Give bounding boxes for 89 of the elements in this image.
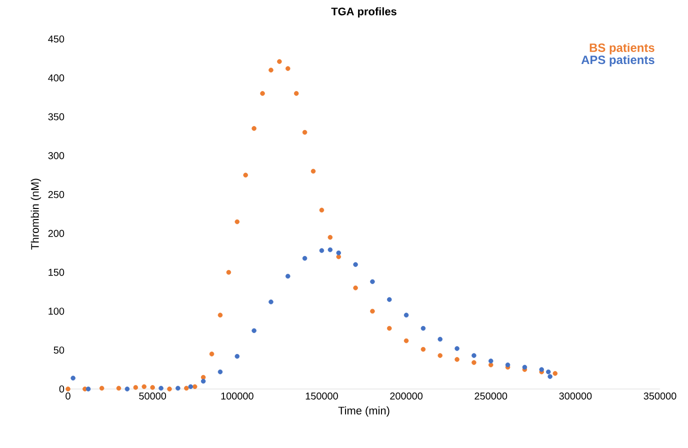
point	[252, 126, 256, 131]
point	[404, 338, 409, 344]
point	[268, 299, 274, 304]
point	[336, 250, 342, 256]
point	[353, 285, 358, 290]
point	[420, 326, 426, 331]
point	[167, 386, 172, 392]
y-tick-label: 350	[48, 113, 64, 120]
point	[234, 354, 240, 359]
point	[505, 362, 510, 368]
point	[386, 326, 392, 331]
y-tick-label: 50	[54, 346, 64, 354]
point	[243, 172, 248, 178]
point	[286, 66, 290, 71]
point	[522, 364, 528, 370]
y-tick-label: 150	[48, 268, 64, 276]
y-tick-label: 0	[59, 385, 64, 393]
point	[176, 386, 180, 391]
y-tick-label: 450	[48, 35, 64, 43]
point	[546, 369, 551, 374]
chart-title: TGA profiles	[331, 7, 396, 18]
x-tick-label: 250000	[474, 392, 508, 400]
point	[200, 378, 206, 384]
point	[234, 219, 240, 224]
x-tick-label: 150000	[306, 392, 338, 400]
point	[488, 362, 494, 368]
point	[438, 336, 443, 342]
point	[142, 384, 147, 390]
point	[209, 352, 214, 356]
point	[310, 168, 316, 174]
point	[192, 384, 198, 390]
x-tick-label: 50000	[139, 392, 166, 400]
point	[184, 386, 189, 391]
point	[188, 384, 194, 390]
point	[438, 353, 443, 358]
point	[268, 68, 274, 72]
x-tick-label: 0	[66, 392, 70, 400]
text: BS patients	[590, 43, 654, 54]
x-tick-label: 100000	[221, 392, 254, 400]
point	[472, 353, 476, 358]
point	[336, 254, 342, 260]
point	[218, 312, 223, 318]
point	[116, 386, 122, 391]
point	[548, 374, 552, 379]
y-tick-label: 400	[48, 74, 64, 82]
y-tick-label: 100	[48, 308, 64, 315]
point	[454, 357, 460, 362]
point	[124, 386, 130, 392]
point	[552, 371, 558, 376]
y-tick-label: 200	[48, 230, 64, 237]
x-tick-label: 350000	[644, 392, 676, 400]
point	[302, 256, 308, 261]
point	[539, 367, 544, 372]
point	[370, 279, 375, 284]
point	[286, 274, 290, 279]
point	[319, 248, 324, 253]
point	[386, 297, 392, 302]
point	[66, 386, 70, 392]
point	[218, 369, 223, 374]
y-tick-label: 250	[48, 191, 64, 198]
x-axis-title: Time (min)	[338, 406, 390, 417]
point	[99, 386, 104, 391]
point	[260, 91, 265, 96]
point	[454, 346, 460, 351]
point	[319, 208, 324, 212]
x-tick-label: 300000	[559, 392, 592, 400]
point	[353, 262, 358, 267]
point	[294, 91, 299, 96]
point	[328, 234, 333, 240]
y-tick-label: 300	[48, 152, 64, 160]
point	[133, 385, 138, 390]
x-tick-label: 200000	[390, 392, 423, 400]
point	[158, 386, 164, 391]
point	[226, 270, 232, 275]
point	[404, 312, 409, 318]
point	[252, 328, 256, 334]
point	[488, 358, 494, 364]
point	[302, 130, 308, 135]
point	[70, 376, 76, 381]
point	[150, 385, 155, 390]
point	[472, 360, 476, 365]
point	[328, 247, 333, 252]
point	[200, 374, 206, 380]
point	[86, 386, 91, 392]
point	[277, 59, 282, 64]
point	[370, 308, 375, 314]
text: APS patients	[581, 55, 654, 66]
point	[420, 346, 426, 352]
y-axis-title: Thrombin (nM)	[30, 178, 42, 250]
